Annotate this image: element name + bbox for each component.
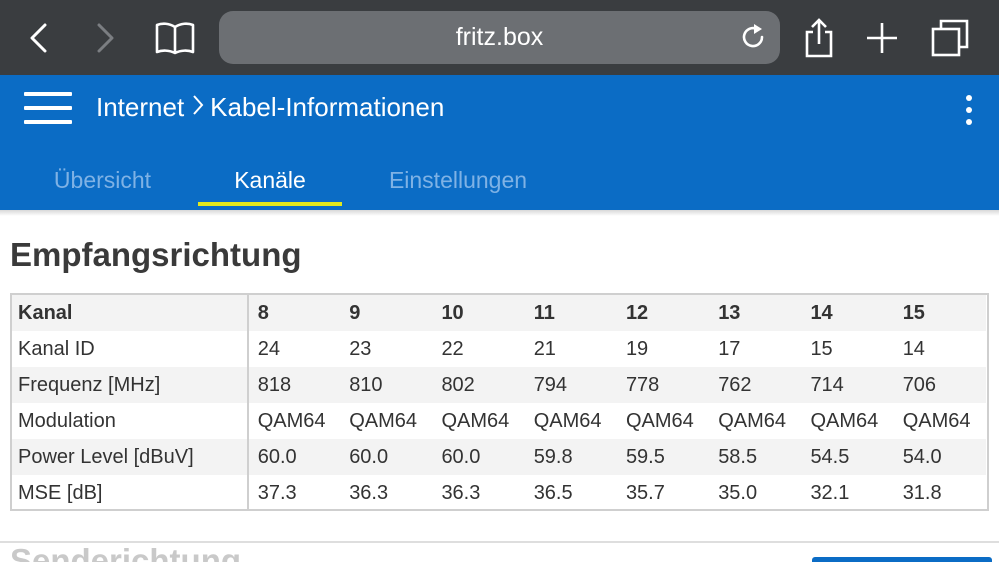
table-row: Frequenz [MHz] 818 810 802 794 778 762 714 706 bbox=[12, 367, 986, 403]
table-row: Modulation QAM64 QAM64 QAM64 QAM64 QAM64 QAM64… bbox=[12, 403, 986, 439]
table-cell: 60.0 bbox=[247, 439, 341, 475]
table-cell: 36.3 bbox=[441, 481, 481, 504]
table-cell: QAM64 bbox=[625, 409, 694, 432]
table-cell: 14 bbox=[902, 337, 925, 360]
row-label: Kanal ID bbox=[12, 331, 249, 367]
table-cell: QAM64 bbox=[257, 409, 326, 432]
browser-toolbar: fritz.box bbox=[0, 0, 999, 75]
divider bbox=[0, 541, 999, 543]
chevron-right-icon bbox=[192, 92, 204, 123]
table-cell: 15 bbox=[893, 295, 986, 331]
channel-table: Kanal 8 9 10 11 12 13 14 15 Kanal ID 24 23 22 21 19 17 1… bbox=[10, 293, 989, 511]
row-label: MSE [dB] bbox=[12, 475, 249, 509]
tab-bar: Übersicht Kanäle Einstellungen bbox=[0, 163, 999, 210]
table-cell: 818 bbox=[247, 367, 341, 403]
table-cell: 794 bbox=[524, 367, 617, 403]
tab-kanaele[interactable]: Kanäle bbox=[198, 163, 342, 210]
table-cell: 54.5 bbox=[801, 439, 894, 475]
more-options-icon[interactable] bbox=[959, 95, 979, 125]
tab-label: Kanäle bbox=[234, 167, 306, 193]
table-cell: 32.1 bbox=[810, 481, 850, 504]
bookmarks-icon[interactable] bbox=[152, 18, 198, 58]
tab-label: Übersicht bbox=[53, 167, 152, 193]
table-cell: 778 bbox=[616, 367, 710, 403]
table-cell: 35.0 bbox=[718, 481, 758, 504]
table-cell: 59.5 bbox=[616, 439, 710, 475]
share-icon[interactable] bbox=[799, 18, 839, 58]
table-row: Kanal 8 9 10 11 12 13 14 15 bbox=[12, 295, 986, 331]
table-cell: 9 bbox=[340, 295, 433, 331]
table-cell: 54.0 bbox=[893, 439, 986, 475]
table-cell: 13 bbox=[709, 295, 802, 331]
table-cell: QAM64 bbox=[349, 409, 417, 432]
table-cell: QAM64 bbox=[810, 409, 879, 432]
menu-icon[interactable] bbox=[24, 92, 72, 128]
table-cell: 35.7 bbox=[625, 481, 665, 504]
table-cell: 762 bbox=[709, 367, 802, 403]
table-cell: 58.5 bbox=[709, 439, 802, 475]
breadcrumb-current: Kabel-Informationen bbox=[210, 92, 445, 122]
new-tab-icon[interactable] bbox=[862, 18, 902, 58]
table-cell: 10 bbox=[432, 295, 525, 331]
row-label: Kanal bbox=[12, 295, 249, 331]
table-cell: 22 bbox=[441, 337, 464, 360]
table-cell: 810 bbox=[340, 367, 433, 403]
breadcrumb-parent[interactable]: Internet bbox=[96, 92, 185, 122]
table-cell: 36.3 bbox=[349, 481, 389, 504]
back-icon[interactable] bbox=[19, 18, 59, 58]
table-cell: 59.8 bbox=[524, 439, 617, 475]
table-cell: QAM64 bbox=[902, 409, 971, 432]
table-cell: 714 bbox=[801, 367, 894, 403]
table-cell: 14 bbox=[801, 295, 894, 331]
table-cell: 60.0 bbox=[432, 439, 525, 475]
section-title: Empfangsrichtung bbox=[10, 236, 302, 273]
breadcrumb: Internet Kabel-Informationen bbox=[96, 92, 444, 123]
table-row: Kanal ID 24 23 22 21 19 17 15 14 bbox=[12, 331, 986, 367]
tab-uebersicht[interactable]: Übersicht bbox=[40, 163, 165, 210]
table-row: MSE [dB] 37.3 36.3 36.3 36.5 35.7 35.0 32.1 31.8 bbox=[12, 475, 986, 509]
address-bar[interactable]: fritz.box bbox=[219, 11, 780, 64]
tab-einstellungen[interactable]: Einstellungen bbox=[380, 163, 536, 210]
table-cell: 11 bbox=[524, 295, 617, 331]
table-cell: 36.5 bbox=[533, 481, 573, 504]
section-title-upstream: Senderichtung bbox=[10, 543, 242, 562]
table-cell: 19 bbox=[625, 337, 649, 360]
table-cell: 802 bbox=[432, 367, 525, 403]
tabs-icon[interactable] bbox=[930, 18, 970, 58]
table-cell: 8 bbox=[247, 295, 341, 331]
table-cell: QAM64 bbox=[441, 409, 510, 432]
table-cell: 21 bbox=[533, 337, 556, 360]
url-text: fritz.box bbox=[455, 23, 544, 51]
table-row: Power Level [dBuV] 60.0 60.0 60.0 59.8 59.5 58… bbox=[12, 439, 986, 475]
app-header: Internet Kabel-Informationen Übersicht K… bbox=[0, 75, 999, 210]
table-cell: QAM64 bbox=[533, 409, 602, 432]
table-cell: 15 bbox=[810, 337, 833, 360]
forward-icon[interactable] bbox=[85, 18, 125, 58]
active-tab-indicator bbox=[198, 202, 342, 206]
table-cell: 60.0 bbox=[340, 439, 433, 475]
table-cell: 17 bbox=[718, 337, 741, 360]
table-cell: 706 bbox=[893, 367, 986, 403]
table-cell: 12 bbox=[616, 295, 710, 331]
row-label: Power Level [dBuV] bbox=[12, 439, 249, 475]
table-cell: 23 bbox=[349, 337, 372, 360]
reload-icon[interactable] bbox=[738, 22, 770, 54]
action-button[interactable] bbox=[812, 557, 992, 562]
table-cell: QAM64 bbox=[718, 409, 786, 432]
row-label: Modulation bbox=[12, 403, 249, 439]
table-cell: 37.3 bbox=[257, 481, 297, 504]
row-label: Frequenz [MHz] bbox=[12, 367, 249, 403]
table-cell: 24 bbox=[257, 337, 280, 360]
table-cell: 31.8 bbox=[902, 481, 942, 504]
header-shadow bbox=[0, 210, 999, 216]
tab-label: Einstellungen bbox=[388, 167, 528, 193]
